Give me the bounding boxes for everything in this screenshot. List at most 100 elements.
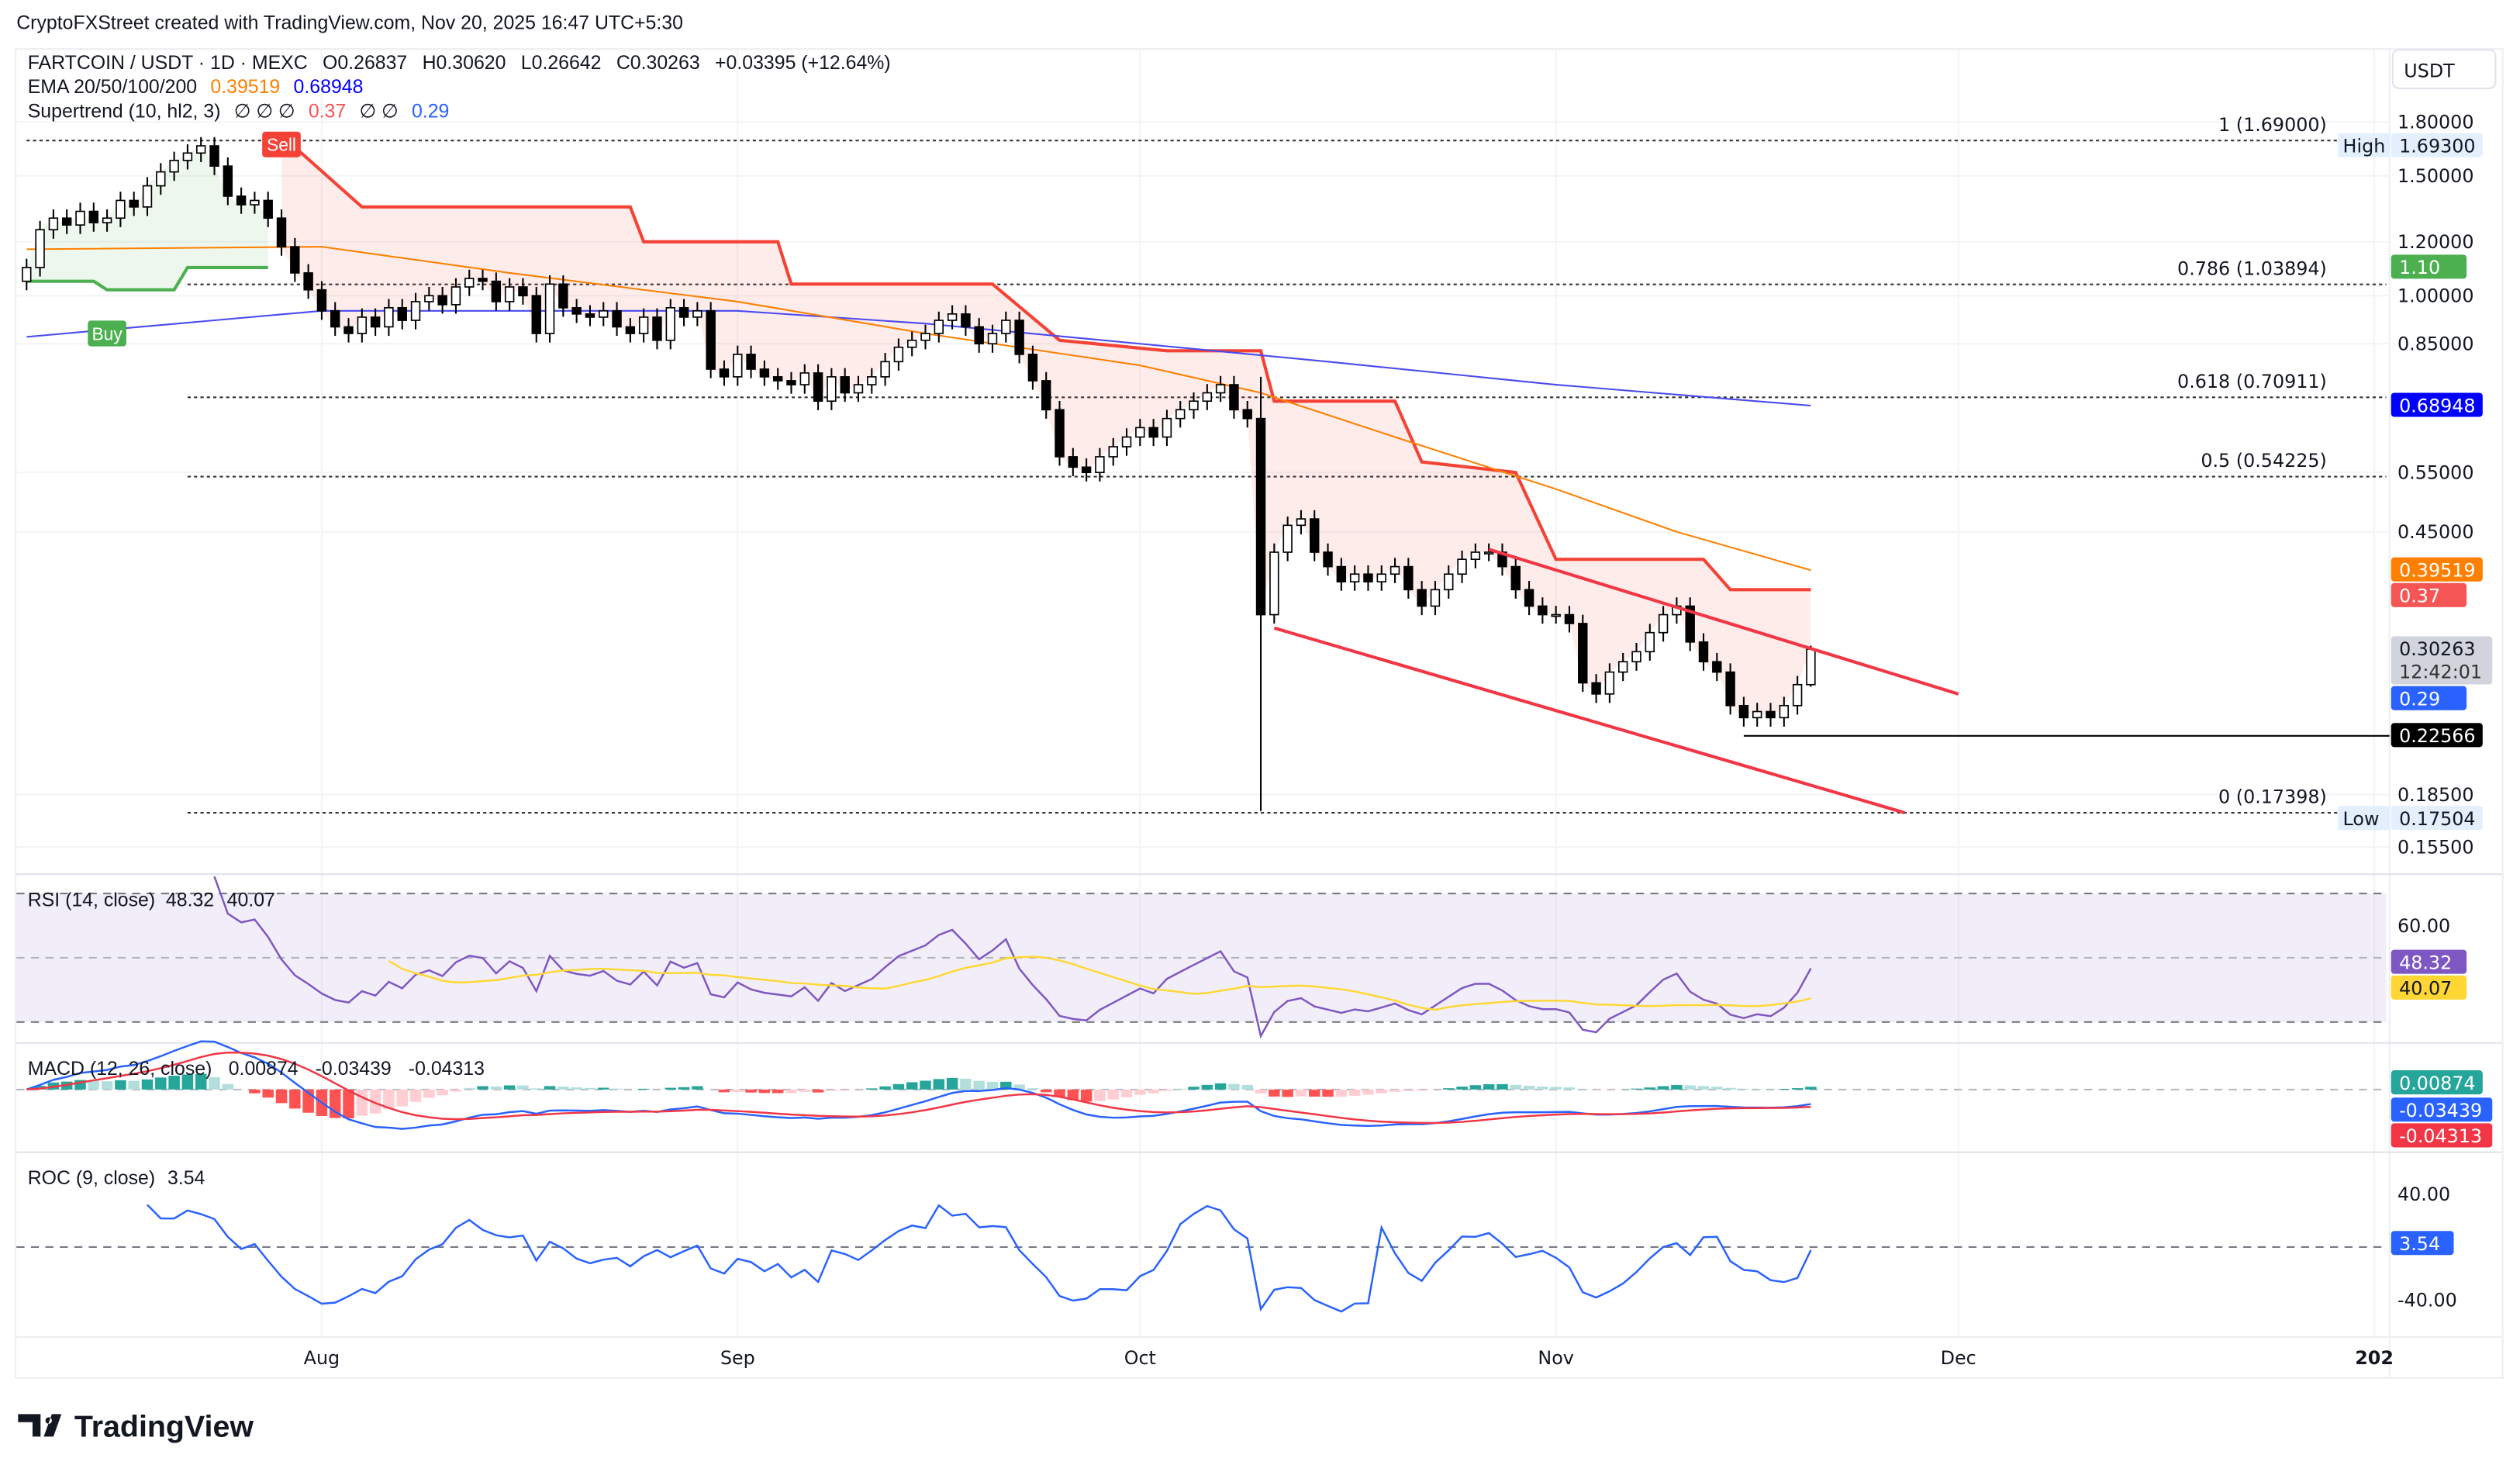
candle-body xyxy=(612,309,622,328)
ema-label[interactable]: EMA 20/50/100/200 xyxy=(28,76,197,98)
close-value: C0.30263 xyxy=(616,52,700,74)
price-tag-label: 0.37 xyxy=(2399,586,2440,607)
macd-histogram-bar xyxy=(598,1087,609,1090)
fib-level-label: 0 (0.17398) xyxy=(2218,786,2327,808)
candle-body xyxy=(1041,380,1051,411)
rsi-pane[interactable]: RSI (14, close) 48.32 40.07 60.00 48.32 40.07 xyxy=(16,876,2467,1039)
macd-histogram-bar xyxy=(1510,1084,1522,1090)
candle xyxy=(1135,419,1145,447)
candle xyxy=(934,311,944,343)
macd-histogram-bar xyxy=(1214,1083,1227,1090)
candle-body xyxy=(1229,384,1239,411)
candle-body xyxy=(961,313,971,328)
ema50-line xyxy=(26,246,1811,572)
candle xyxy=(61,209,72,234)
svg-text:FARTCOIN / USDT · 1D · MEXC: FARTCOIN / USDT · 1D · MEXC O0.26837 H0.… xyxy=(28,52,891,74)
candle xyxy=(1296,510,1307,534)
macd-histogram-bar xyxy=(892,1083,905,1090)
candle xyxy=(504,278,515,311)
candle-body xyxy=(1068,456,1079,468)
candle xyxy=(853,375,864,403)
time-tick: Nov xyxy=(1538,1347,1573,1369)
supertrend-lower-value: 0.29 xyxy=(412,100,449,122)
macd-pane[interactable]: MACD (12, 26, close) 0.00874 -0.03439 -0.04… xyxy=(16,1040,2493,1148)
supertrend-label[interactable]: Supertrend (10, hl2, 3) xyxy=(28,100,221,122)
macd-histogram-bar xyxy=(195,1073,207,1090)
price-pane[interactable]: 1 (1.69000) 0.786 (1.03894) 0.618 (0.70911… xyxy=(22,114,2390,831)
roc-tag-label: 3.54 xyxy=(2399,1233,2440,1255)
candle xyxy=(1524,581,1534,616)
candle-body xyxy=(169,160,179,173)
currency-button[interactable]: USDT xyxy=(2391,49,2497,89)
macd-histogram-bar xyxy=(289,1089,301,1109)
candle-body xyxy=(678,306,689,318)
candle xyxy=(1658,606,1669,642)
candle xyxy=(840,368,850,403)
candle xyxy=(920,324,930,350)
candle xyxy=(906,331,917,357)
candle-body xyxy=(638,316,649,334)
rsi-tag xyxy=(2391,975,2467,1000)
candle xyxy=(1269,543,1279,624)
candle-body xyxy=(491,280,502,302)
price-axis[interactable]: 1.80000 1.69300 1.50000 1.20000 1.10 1.00000 0… xyxy=(2391,111,2493,858)
extreme-badge xyxy=(2338,806,2390,831)
candle xyxy=(48,209,59,239)
open-value: O0.26837 xyxy=(323,52,407,74)
candle-body xyxy=(1255,417,1266,616)
price-tag-label: 0.22566 xyxy=(2399,725,2475,747)
candle-body xyxy=(840,376,850,394)
macd-histogram-bar xyxy=(839,1089,851,1091)
macd-tag xyxy=(2391,1123,2493,1148)
candle-body xyxy=(1323,551,1333,568)
attribution: CryptoFXStreet created with TradingView.… xyxy=(16,12,683,33)
candle xyxy=(987,324,998,353)
macd-histogram-bar xyxy=(383,1089,395,1110)
change-value: +0.03395 (+12.64%) xyxy=(715,52,891,74)
candle xyxy=(585,305,595,327)
candle-body xyxy=(1215,384,1226,394)
candle-body xyxy=(1269,551,1279,616)
macd-histogram-bar xyxy=(1322,1089,1334,1097)
candle-body xyxy=(920,333,930,341)
price-tag-label: 0.17504 xyxy=(2399,808,2475,830)
candle-body xyxy=(1444,573,1454,591)
price-tag-label: 1.10 xyxy=(2399,257,2440,278)
candle-body xyxy=(276,217,287,247)
candle xyxy=(1162,409,1172,447)
candle-body xyxy=(799,372,810,385)
roc-tag xyxy=(2391,1231,2454,1256)
price-tag xyxy=(2391,392,2483,417)
logo-text: TradingView xyxy=(74,1409,254,1443)
macd-histogram-bar xyxy=(409,1089,422,1102)
time-axis[interactable]: Aug Sep Oct Nov Dec 202 xyxy=(304,1347,2394,1369)
macd-line xyxy=(26,1040,1811,1130)
candle xyxy=(1483,543,1494,562)
candle xyxy=(1766,703,1776,727)
macd-histogram-bar xyxy=(1711,1087,1723,1090)
candle-body xyxy=(853,384,864,394)
macd-histogram-bar xyxy=(772,1089,784,1094)
macd-histogram-bar xyxy=(812,1089,824,1093)
candle-body xyxy=(1363,573,1373,582)
candle-body xyxy=(518,286,528,297)
candle xyxy=(1121,428,1132,456)
macd-histogram-bar xyxy=(490,1086,502,1090)
price-tick: 0.18500 xyxy=(2397,784,2473,806)
rsi-ma-line xyxy=(388,955,1811,1011)
candle xyxy=(880,353,890,386)
price-tick: 0.15500 xyxy=(2397,836,2473,858)
candle xyxy=(478,269,488,291)
roc-pane[interactable]: ROC (9, close) 3.54 40.00 -40.00 3.54 xyxy=(16,1167,2457,1313)
candle xyxy=(612,302,622,337)
candle-body xyxy=(947,313,958,321)
symbol-info[interactable]: FARTCOIN / USDT · 1D · MEXC xyxy=(28,52,308,74)
rsi-tag-label: 40.07 xyxy=(2399,978,2452,1000)
macd-histogram-bar xyxy=(275,1089,288,1104)
price-tag xyxy=(2391,557,2483,582)
macd-histogram-bar xyxy=(1456,1087,1468,1090)
price-tick: 0.85000 xyxy=(2397,333,2473,355)
macd-histogram-bar xyxy=(1040,1089,1052,1093)
candle xyxy=(974,318,984,353)
